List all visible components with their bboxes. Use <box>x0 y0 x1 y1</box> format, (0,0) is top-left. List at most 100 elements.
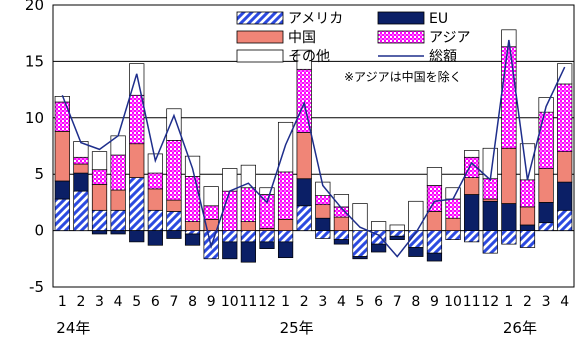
bar-segment-4-24 <box>501 29 517 48</box>
legend-label: アジア <box>429 30 470 46</box>
bar-segment-4-9 <box>222 168 238 192</box>
bar-segment-4-13 <box>296 49 312 70</box>
bar-segment-2-6 <box>166 199 182 212</box>
y-tick-label: 15 <box>25 52 44 70</box>
bar-segment-1-11 <box>259 241 275 249</box>
bar-segment-3-7 <box>184 176 201 222</box>
bar-segment-4-27 <box>557 63 573 85</box>
bar-segment-1-0 <box>54 180 70 200</box>
bar-segment-0-22 <box>464 230 480 243</box>
x-tick-label: 9 <box>430 294 439 310</box>
x-tick-label: 4 <box>337 294 346 310</box>
x-tick-label: 8 <box>188 294 197 310</box>
bar-segment-3-2 <box>91 169 108 185</box>
bar-segment-4-18 <box>389 224 405 231</box>
bar-segment-2-21 <box>445 217 461 231</box>
year-label: 24年 <box>56 319 90 337</box>
bar-segment-3-5 <box>147 172 163 190</box>
bar-segment-1-27 <box>557 181 573 211</box>
y-tick-label: -5 <box>29 278 44 296</box>
bar-segment-4-19 <box>408 200 424 231</box>
bar-segment-0-23 <box>482 230 498 254</box>
x-tick-label: 12 <box>258 294 276 310</box>
bar-segment-3-10 <box>240 187 256 222</box>
bar-segment-1-9 <box>222 241 238 260</box>
bar-segment-0-21 <box>445 230 461 240</box>
bar-segment-0-25 <box>519 230 536 248</box>
bar-segment-3-3 <box>110 154 126 191</box>
x-tick-label: 2 <box>300 294 309 310</box>
bar-segment-0-2 <box>91 209 108 231</box>
bar-segment-2-20 <box>426 211 443 231</box>
bar-segment-0-1 <box>73 190 89 231</box>
bar-segment-1-25 <box>519 224 536 231</box>
x-tick-label: 11 <box>239 294 257 310</box>
x-tick-label: 6 <box>151 294 160 310</box>
bar-segment-3-21 <box>445 198 461 219</box>
bar-segment-0-11 <box>259 230 275 243</box>
bar-segment-3-24 <box>501 46 517 149</box>
total-line-layer <box>61 39 566 258</box>
legend-swatch <box>236 30 284 44</box>
bar-segment-2-12 <box>277 218 294 231</box>
year-label: 26年 <box>503 319 537 337</box>
bar-segment-0-24 <box>501 230 517 245</box>
bar-segment-3-1 <box>73 156 89 165</box>
bar-segment-2-4 <box>129 143 145 178</box>
bar-segment-0-15 <box>333 230 350 240</box>
x-tick-label: 3 <box>542 294 551 310</box>
y-tick-label: 0 <box>34 222 44 240</box>
bar-segment-2-2 <box>91 184 108 211</box>
bar-segment-2-15 <box>333 216 350 231</box>
x-tick-label: 3 <box>95 294 104 310</box>
bar-segment-0-14 <box>315 230 331 239</box>
bar-segment-4-23 <box>482 147 498 180</box>
year-label: 25年 <box>280 319 314 337</box>
bar-segment-1-2 <box>91 230 108 235</box>
legend-item--: 中国 <box>236 30 316 46</box>
x-tick-label: 7 <box>393 294 402 310</box>
bar-segment-2-10 <box>240 221 256 231</box>
bar-segment-3-12 <box>277 171 294 220</box>
x-tick-label: 2 <box>76 294 85 310</box>
x-tick-label: 3 <box>318 294 327 310</box>
bar-segment-1-6 <box>166 230 182 239</box>
y-tick-label: 10 <box>25 109 44 127</box>
bar-segment-2-7 <box>184 221 201 231</box>
bar-segment-2-13 <box>296 132 312 180</box>
bar-segment-1-18 <box>389 235 405 240</box>
legend-item--: 総額 <box>378 49 457 65</box>
bar-segment-3-6 <box>166 140 182 201</box>
bar-segment-0-0 <box>54 198 70 231</box>
bar-segment-0-4 <box>129 177 145 231</box>
bar-segment-1-23 <box>482 200 498 231</box>
x-tick-label: 10 <box>444 294 462 310</box>
x-tick-label: 2 <box>523 294 532 310</box>
bar-segment-2-14 <box>315 204 331 219</box>
bar-segment-2-25 <box>519 206 536 226</box>
bar-segment-1-26 <box>538 202 554 224</box>
x-tick-label: 12 <box>481 294 499 310</box>
bar-segment-1-19 <box>408 247 424 257</box>
x-tick-label: 1 <box>504 294 513 310</box>
bar-segment-1-12 <box>277 241 294 259</box>
bar-segment-0-3 <box>110 209 126 231</box>
bar-segment-4-11 <box>259 187 275 195</box>
bar-segment-1-20 <box>426 252 443 262</box>
bar-segment-3-9 <box>222 190 238 231</box>
x-tick-label: 11 <box>463 294 481 310</box>
bar-segment-1-22 <box>464 194 480 231</box>
x-tick-label: 1 <box>281 294 290 310</box>
bar-segment-0-6 <box>166 211 182 231</box>
legend-swatch <box>377 11 425 25</box>
bar-segment-0-9 <box>222 230 238 243</box>
bar-segment-3-27 <box>557 83 573 152</box>
legend-label: 総額 <box>429 49 457 65</box>
bar-segment-3-26 <box>538 111 554 169</box>
bar-segment-3-11 <box>259 194 275 229</box>
bar-segment-0-18 <box>389 230 405 237</box>
x-tick-label: 8 <box>411 294 420 310</box>
bar-segment-4-10 <box>240 164 256 189</box>
